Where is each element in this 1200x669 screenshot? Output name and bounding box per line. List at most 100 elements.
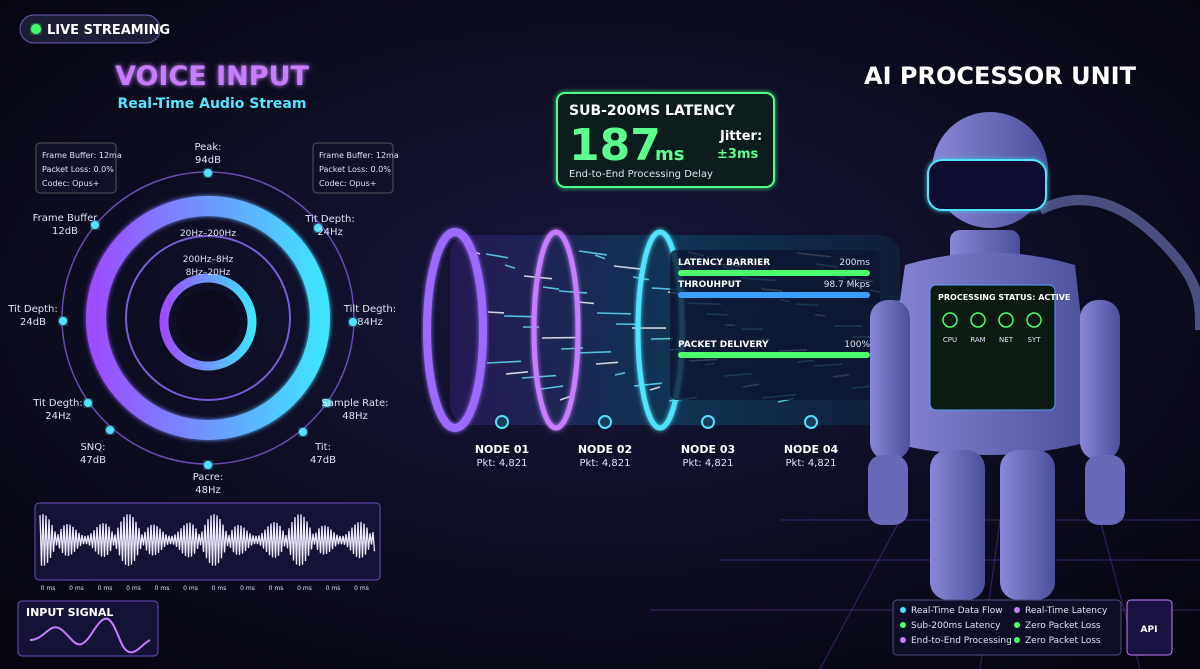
wave-tick: 0 ms bbox=[98, 585, 113, 592]
processor-title: AI PROCESSOR UNIT bbox=[864, 62, 1137, 90]
metric-value: 98.7 Mkps bbox=[824, 280, 871, 290]
ring-label: Tit Degth: bbox=[32, 398, 83, 409]
streak bbox=[487, 311, 505, 314]
jitter-value: ±3ms bbox=[717, 147, 758, 162]
ring-label: Pacre: bbox=[193, 472, 224, 483]
band-label: 20Hz–200Hz bbox=[180, 229, 236, 239]
gauge-label: NET bbox=[999, 336, 1014, 344]
streak bbox=[559, 395, 571, 401]
ring-value: 24Hz bbox=[45, 411, 71, 422]
wave-tick: 0 ms bbox=[41, 585, 56, 592]
node-packets: Pkt: 4,821 bbox=[786, 458, 837, 469]
legend-dot bbox=[900, 622, 906, 628]
node-dot bbox=[495, 415, 509, 429]
info-box bbox=[312, 142, 394, 194]
ring-label: Peak: bbox=[194, 142, 221, 153]
node-packets: Pkt: 4,821 bbox=[683, 458, 734, 469]
gauge bbox=[998, 312, 1014, 328]
wave-tick: 0 ms bbox=[183, 585, 198, 592]
node-dot bbox=[804, 415, 818, 429]
gauge-label: RAM bbox=[970, 336, 985, 344]
node-packets: Pkt: 4,821 bbox=[477, 458, 528, 469]
gauge-label: SYT bbox=[1028, 336, 1042, 344]
ring-dot bbox=[59, 317, 67, 325]
ring-label: Sample Rate: bbox=[322, 398, 389, 409]
info-line: Packet Loss: 0.0% bbox=[319, 165, 391, 174]
legend-label: Zero Packet Loss bbox=[1025, 621, 1101, 631]
wave-tick: 0 ms bbox=[126, 585, 141, 592]
streak bbox=[558, 290, 588, 294]
streak bbox=[578, 250, 608, 256]
wave-tick: 0 ms bbox=[155, 585, 170, 592]
tube-ring bbox=[423, 228, 487, 432]
processing-status: PROCESSING STATUS: ACTIVE bbox=[938, 293, 1070, 302]
info-line: Packet Loss: 0.0% bbox=[42, 165, 114, 174]
ring-dot bbox=[314, 224, 322, 232]
ring-dot bbox=[349, 318, 357, 326]
qr-code bbox=[1126, 599, 1173, 656]
legend-dot bbox=[1014, 637, 1020, 643]
core-ring bbox=[159, 273, 257, 371]
latency-unit: ms bbox=[655, 144, 684, 165]
streak bbox=[594, 254, 606, 260]
streak bbox=[486, 360, 522, 364]
ring-value: 94dB bbox=[195, 155, 221, 166]
info-line: Frame Buffer: 12ma bbox=[42, 151, 122, 160]
legend-label: Sub-200ms Latency bbox=[911, 621, 1001, 631]
ring-label: Tilt Degth: bbox=[343, 304, 396, 315]
legend-label: End-to-End Processing bbox=[911, 636, 1012, 646]
ring-value: 12dB bbox=[52, 226, 78, 237]
tube-ring bbox=[531, 229, 581, 431]
ring-label: Tit: bbox=[314, 442, 331, 453]
streak bbox=[540, 385, 564, 390]
ring-label: Frame Buffer bbox=[33, 213, 99, 224]
streak bbox=[595, 361, 619, 365]
voice-title: VOICE INPUT bbox=[115, 61, 309, 92]
wave-tick: 0 ms bbox=[297, 585, 312, 592]
ring-value: 84Hz bbox=[357, 317, 383, 328]
streak bbox=[577, 301, 595, 305]
gauge bbox=[970, 312, 986, 328]
waveform bbox=[39, 513, 376, 567]
gauge-label: CPU bbox=[943, 336, 957, 344]
input-signal-label: INPUT SIGNAL bbox=[26, 606, 113, 619]
wave-tick: 0 ms bbox=[326, 585, 341, 592]
band-label: 200Hz–8Hz bbox=[183, 255, 234, 265]
node-name: NODE 03 bbox=[681, 443, 735, 456]
streak bbox=[614, 371, 626, 376]
metric-name: PACKET DELIVERY bbox=[678, 340, 769, 350]
streak bbox=[613, 265, 643, 270]
badge-text: LIVE STREAMING bbox=[47, 23, 170, 38]
ring-dot bbox=[91, 221, 99, 229]
legend-dot bbox=[1014, 622, 1020, 628]
gauge bbox=[1026, 312, 1042, 328]
node-name: NODE 04 bbox=[784, 443, 839, 456]
streak bbox=[596, 312, 632, 315]
badge bbox=[19, 14, 161, 44]
ring-dot bbox=[299, 428, 307, 436]
ring-dot bbox=[323, 399, 331, 407]
node-name: NODE 02 bbox=[578, 443, 632, 456]
streak bbox=[633, 382, 663, 387]
metric-name: THROUHPUT bbox=[678, 280, 742, 290]
streak bbox=[504, 264, 516, 270]
ring-value: 24Hz bbox=[317, 227, 343, 238]
band-label: 8Hz–20Hz bbox=[186, 268, 231, 278]
latency-value: 187 bbox=[569, 120, 661, 171]
node-dot bbox=[598, 415, 612, 429]
legend-panel bbox=[892, 599, 1122, 656]
legend-label: Real-Time Latency bbox=[1025, 606, 1108, 616]
wave-tick: 0 ms bbox=[269, 585, 284, 592]
metric-bar bbox=[678, 270, 870, 276]
metric-value: 100% bbox=[844, 340, 870, 350]
latency-heading: SUB-200MS LATENCY bbox=[569, 103, 736, 119]
latency-caption: End-to-End Processing Delay bbox=[569, 169, 713, 180]
legend-label: Zero Packet Loss bbox=[1025, 636, 1101, 646]
ring-value: 48Hz bbox=[342, 411, 368, 422]
legend-dot bbox=[900, 637, 906, 643]
wave-tick: 0 ms bbox=[212, 585, 227, 592]
streak bbox=[485, 253, 509, 259]
metric-name: LATENCY BARRIER bbox=[678, 258, 770, 268]
jitter-label: Jitter: bbox=[719, 129, 762, 144]
